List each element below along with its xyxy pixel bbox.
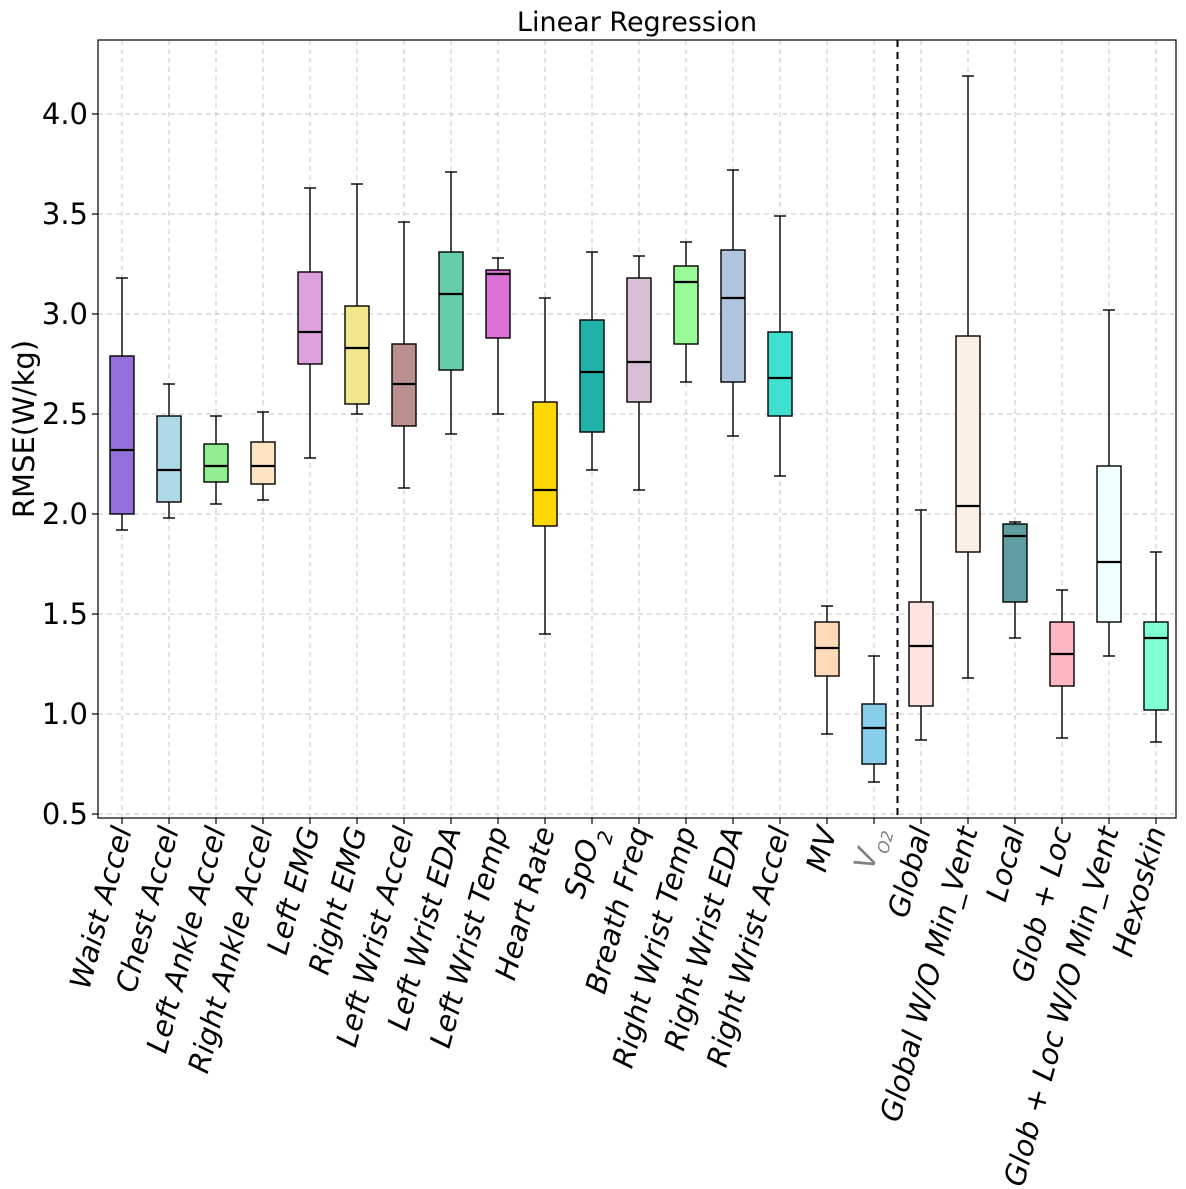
box-right-wrist-temp bbox=[674, 242, 698, 382]
box-body bbox=[580, 320, 604, 432]
box-vo2 bbox=[862, 656, 886, 782]
plot-frame bbox=[98, 40, 1176, 818]
y-tick-label: 4.0 bbox=[42, 97, 88, 131]
box-right-wrist-accel bbox=[768, 216, 792, 476]
x-tick-label: VO2 bbox=[847, 823, 897, 875]
box-heart-rate bbox=[533, 298, 557, 634]
x-tick-label: Global W/O Min_Vent bbox=[873, 821, 985, 1125]
box-waist-accel bbox=[110, 278, 134, 530]
y-tick-label: 3.0 bbox=[42, 297, 88, 331]
box-body bbox=[674, 266, 698, 344]
y-tick-label: 2.5 bbox=[42, 397, 88, 431]
box-local bbox=[1003, 522, 1027, 638]
y-tick-label: 3.5 bbox=[42, 197, 88, 231]
box-body bbox=[345, 306, 369, 404]
y-tick-label: 1.0 bbox=[42, 697, 88, 731]
y-axis: 0.5 1.0 1.5 2.0 2.5 3.0 3.5 4.0 bbox=[42, 97, 98, 831]
x-tick-label: MV bbox=[799, 821, 844, 875]
box-left-ankle-accel bbox=[204, 416, 228, 504]
y-tick-label: 0.5 bbox=[42, 797, 88, 831]
box-left-wrist-eda bbox=[439, 172, 463, 434]
box-right-emg bbox=[345, 184, 369, 414]
box-body bbox=[486, 270, 510, 338]
box-global-w-o-min-vent bbox=[956, 76, 980, 678]
box-body bbox=[627, 278, 651, 402]
y-tick-label: 2.0 bbox=[42, 497, 88, 531]
box-chest-accel bbox=[157, 384, 181, 518]
box-global bbox=[909, 510, 933, 740]
box-body bbox=[1097, 466, 1121, 622]
linear-regression-box-chart: Linear Regression 0.5 1.0 1.5 2.0 2.5 3.0 3.5 4… bbox=[0, 0, 1186, 1189]
box-glob-loc bbox=[1050, 590, 1074, 738]
box-left-emg bbox=[298, 188, 322, 458]
box-mv bbox=[815, 606, 839, 734]
y-tick-label: 1.5 bbox=[42, 597, 88, 631]
box-left-wrist-temp bbox=[486, 258, 510, 414]
box-spo2 bbox=[580, 252, 604, 470]
box-body bbox=[768, 332, 792, 416]
box-body bbox=[533, 402, 557, 526]
box-body bbox=[204, 444, 228, 482]
grid bbox=[98, 40, 1176, 818]
box-glob-loc-w-o-min-vent bbox=[1097, 310, 1121, 656]
box-body bbox=[110, 356, 134, 514]
box-right-ankle-accel bbox=[251, 412, 275, 500]
boxes bbox=[110, 76, 1168, 782]
box-body bbox=[439, 252, 463, 370]
box-body bbox=[1144, 622, 1168, 710]
box-body bbox=[909, 602, 933, 706]
box-body bbox=[721, 250, 745, 382]
x-tick-label: Local bbox=[979, 823, 1031, 905]
box-body bbox=[956, 336, 980, 552]
box-body bbox=[298, 272, 322, 364]
y-axis-label: RMSE(W/kg) bbox=[7, 340, 41, 518]
box-body bbox=[157, 416, 181, 502]
box-body bbox=[862, 704, 886, 764]
box-right-wrist-eda bbox=[721, 170, 745, 436]
chart-title: Linear Regression bbox=[517, 7, 757, 38]
box-breath-freq bbox=[627, 256, 651, 490]
box-left-wrist-accel bbox=[392, 222, 416, 488]
box-body bbox=[251, 442, 275, 484]
